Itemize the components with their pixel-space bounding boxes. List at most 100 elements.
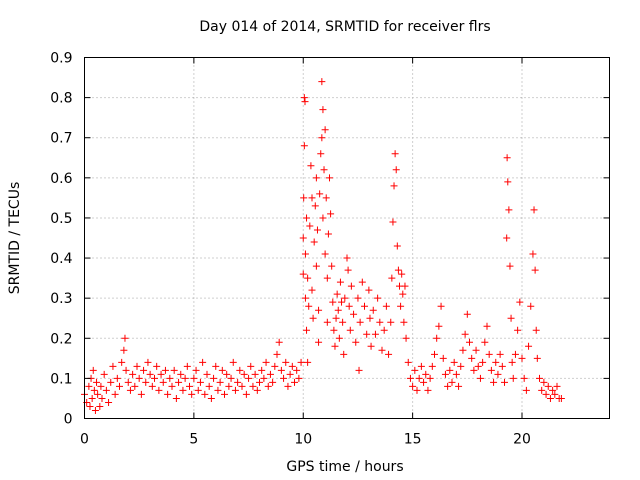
data-point xyxy=(540,378,548,386)
data-point xyxy=(544,382,552,390)
data-point xyxy=(256,378,263,386)
data-point xyxy=(264,382,272,390)
data-point xyxy=(301,250,309,258)
data-point xyxy=(420,378,428,386)
data-point xyxy=(413,386,421,394)
data-point xyxy=(157,370,165,378)
data-point xyxy=(356,318,364,326)
data-point xyxy=(148,382,156,390)
data-point xyxy=(514,326,522,334)
data-point xyxy=(85,382,93,390)
data-point xyxy=(455,382,463,390)
data-point xyxy=(245,374,253,382)
data-point xyxy=(260,374,268,382)
data-point xyxy=(183,362,191,370)
data-point xyxy=(492,358,500,366)
data-point xyxy=(144,358,152,366)
data-point xyxy=(282,358,290,366)
data-point xyxy=(397,302,405,310)
data-point xyxy=(102,386,110,394)
data-point xyxy=(525,342,533,350)
data-point xyxy=(305,302,313,310)
data-point xyxy=(161,366,169,374)
data-point xyxy=(424,386,432,394)
data-point xyxy=(303,326,311,334)
data-point xyxy=(361,302,368,310)
data-point xyxy=(295,374,303,382)
data-point xyxy=(122,366,130,374)
data-point xyxy=(428,362,436,370)
data-point xyxy=(347,282,355,290)
data-point xyxy=(459,346,467,354)
data-point xyxy=(437,302,445,310)
data-point xyxy=(461,330,469,338)
data-point xyxy=(297,358,305,366)
data-point xyxy=(433,334,441,342)
data-point xyxy=(328,262,336,270)
data-point xyxy=(109,362,117,370)
data-point xyxy=(155,386,163,394)
data-point xyxy=(538,386,546,394)
data-point xyxy=(93,378,101,386)
data-point xyxy=(371,330,379,338)
data-point xyxy=(406,374,414,382)
data-point xyxy=(321,250,329,258)
data-point xyxy=(293,366,301,374)
data-point xyxy=(315,306,323,314)
data-point xyxy=(336,278,344,286)
data-point xyxy=(238,382,246,390)
data-point xyxy=(444,382,452,390)
data-point xyxy=(417,362,425,370)
data-point xyxy=(452,370,460,378)
data-point xyxy=(201,390,209,398)
data-point xyxy=(221,390,228,398)
data-point xyxy=(313,226,321,234)
data-point xyxy=(312,174,320,182)
data-point xyxy=(216,378,224,386)
data-point xyxy=(350,310,358,318)
data-point xyxy=(329,298,337,306)
data-point xyxy=(131,382,139,390)
data-point xyxy=(335,334,343,342)
data-point xyxy=(223,370,231,378)
data-point xyxy=(506,262,514,270)
data-point xyxy=(300,142,308,150)
data-point xyxy=(501,378,508,386)
data-point xyxy=(273,350,281,358)
data-point xyxy=(251,370,259,378)
data-point xyxy=(111,390,119,398)
x-axis-label: GPS time / hours xyxy=(286,459,403,475)
data-point xyxy=(234,378,242,386)
gridlines xyxy=(84,57,610,419)
data-point xyxy=(511,350,519,358)
data-point xyxy=(503,234,511,242)
data-point xyxy=(275,338,283,346)
data-point xyxy=(107,378,115,386)
data-point xyxy=(133,362,141,370)
y-tick-label: 0.3 xyxy=(50,291,72,307)
data-point xyxy=(338,298,346,306)
data-point xyxy=(490,378,498,386)
data-point xyxy=(94,390,102,398)
data-point xyxy=(137,390,145,398)
data-point xyxy=(508,358,516,366)
data-point xyxy=(487,366,495,374)
data-point xyxy=(504,178,512,186)
data-point xyxy=(369,306,377,314)
data-point xyxy=(474,362,482,370)
data-point xyxy=(391,150,399,158)
data-point xyxy=(326,174,333,182)
data-point xyxy=(315,338,323,346)
data-point xyxy=(385,350,393,358)
data-point xyxy=(346,326,354,334)
data-point xyxy=(355,366,363,374)
data-point xyxy=(319,214,327,222)
data-point xyxy=(159,378,167,386)
data-point xyxy=(479,358,487,366)
data-point xyxy=(536,374,543,382)
data-point xyxy=(304,274,312,282)
plot-frame xyxy=(84,57,610,419)
chart-title: Day 014 of 2014, SRMTID for receiver flr… xyxy=(199,19,490,35)
x-tick-label: 20 xyxy=(513,432,531,448)
data-point xyxy=(96,402,104,410)
